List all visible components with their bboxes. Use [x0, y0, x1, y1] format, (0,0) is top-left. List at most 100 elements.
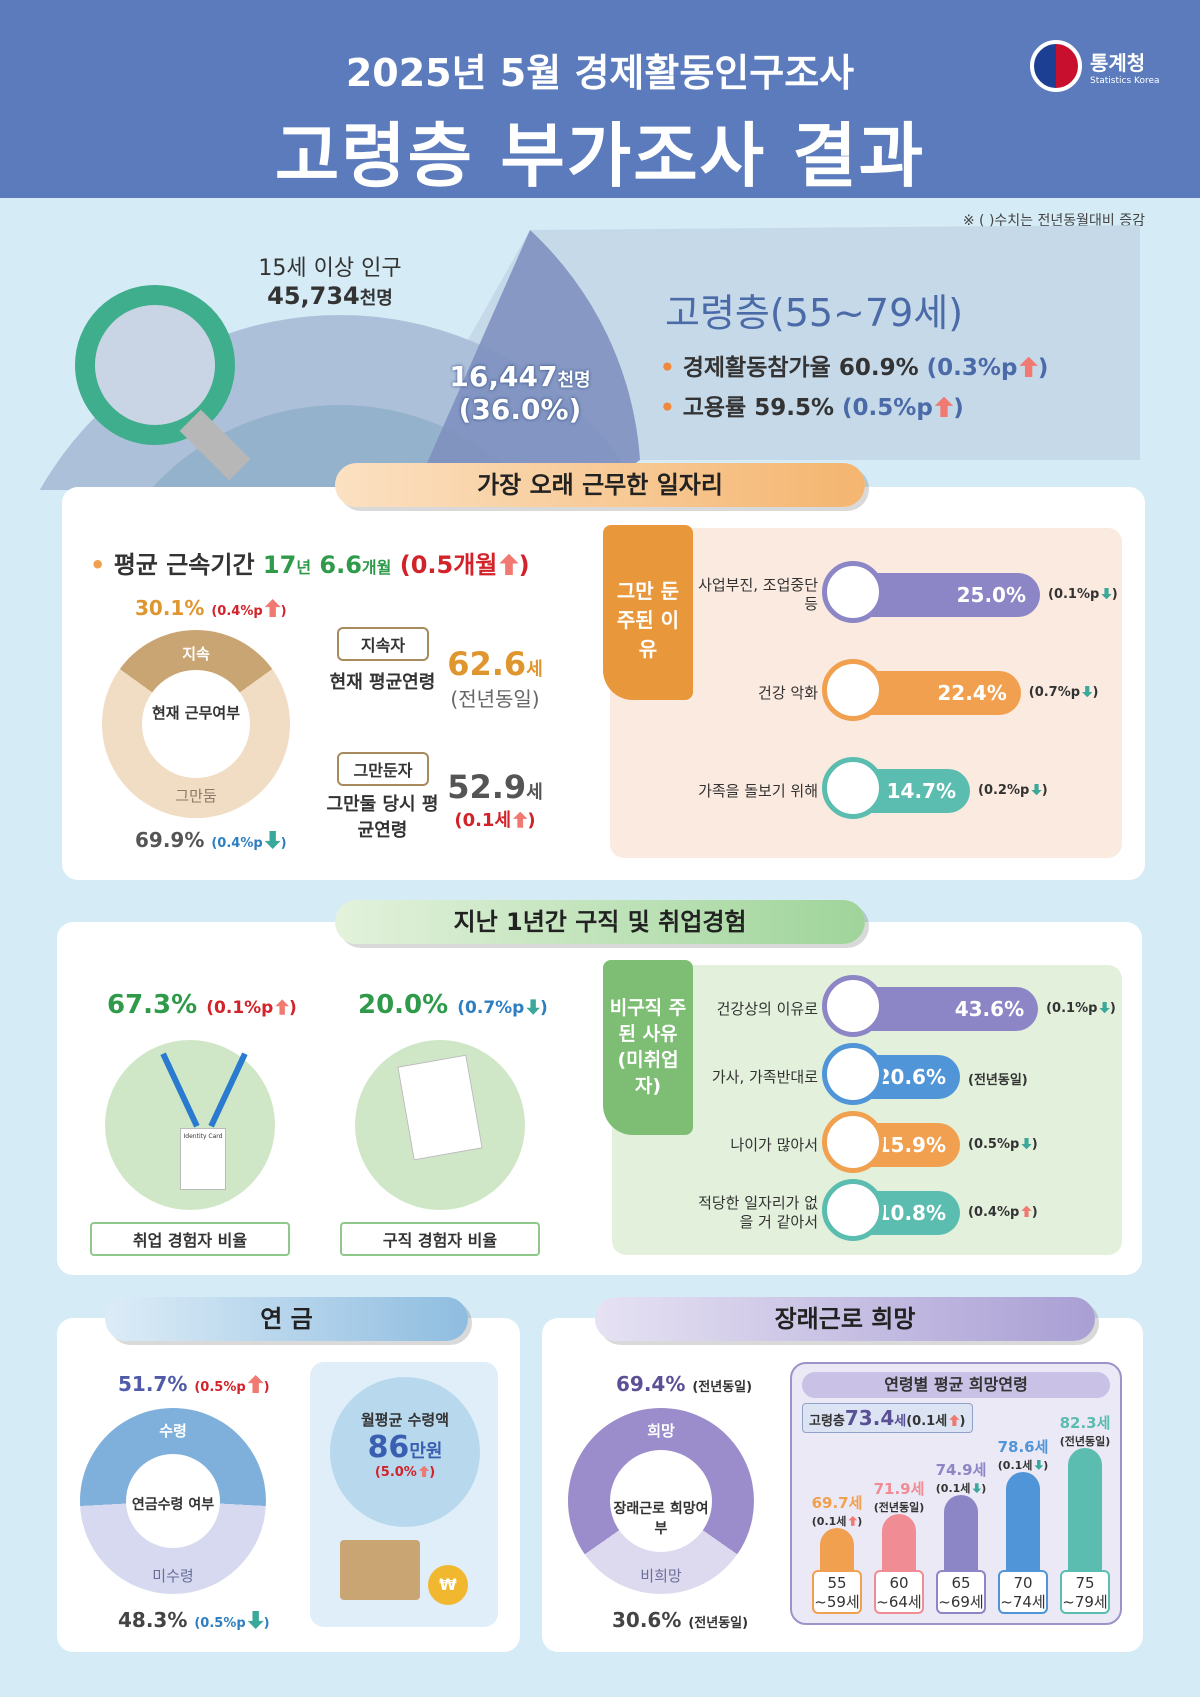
age-bar	[1006, 1471, 1040, 1570]
age-value: 69.7세 (0.1세)	[811, 1493, 863, 1528]
section-title-longest-job: 가장 오래 근무한 일자리	[335, 463, 865, 507]
patient-icon	[822, 975, 884, 1037]
reason-change: (0.4%p)	[968, 1205, 1038, 1220]
elderly-population: 16,447천명 (36.0%)	[449, 360, 591, 426]
up-arrow-icon	[848, 1515, 858, 1526]
badge-continuing: 지속자	[337, 627, 429, 661]
age-bar	[882, 1513, 916, 1570]
quit-reasons-title: 그만 둔 주된 이유	[603, 525, 693, 700]
no-hope-pct: 30.6% (전년동일)	[612, 1608, 749, 1632]
reason-bar: 25.0%	[855, 573, 1040, 617]
reason-change: (0.1%p)	[1046, 1001, 1116, 1016]
age-group-label: 70 ~74세	[998, 1570, 1048, 1614]
employed-label: 취업 경험자 비율	[90, 1222, 290, 1256]
logo: 통계청 Statistics Korea	[1030, 40, 1160, 92]
elderly-indicators: • 경제활동참가율 60.9% (0.3%p) • 고용률 59.5% (0.5…	[660, 348, 1048, 428]
logo-emblem-icon	[1030, 40, 1082, 92]
age-group-label: 75 ~79세	[1060, 1570, 1110, 1614]
donut-center-label: 현재 근무여부	[142, 670, 250, 778]
age-group-label: 55 ~59세	[812, 1570, 862, 1614]
continue-pct: 30.1% (0.4%p)	[135, 596, 287, 620]
quit-age: 52.9세 (0.1세)	[447, 768, 543, 831]
id-card-illustration: Identity Card	[105, 1040, 275, 1210]
pension-donut-center: 연금수령 여부	[126, 1454, 220, 1548]
reason-change: (0.7%p)	[1028, 685, 1099, 700]
up-arrow-icon	[499, 553, 519, 576]
section-title-pension: 연 금	[105, 1297, 468, 1341]
searched-pct: 20.0% (0.7%p)	[358, 990, 548, 1020]
elderly-title: 고령층(55~79세)	[665, 291, 964, 335]
header	[0, 0, 1200, 198]
down-arrow-icon	[1101, 587, 1112, 600]
footnote: ※ ( )수치는 전년동월대비 증감	[962, 213, 1145, 229]
header-subtitle: 2025년 5월 경제활동인구조사	[345, 51, 855, 95]
down-arrow-icon	[1034, 1459, 1044, 1470]
future-work-donut-center: 장래근로 희망여부	[610, 1450, 712, 1552]
age-value: 82.3세 (전년동일)	[1059, 1414, 1111, 1449]
pension-receive-pct: 51.7% (0.5%p)	[118, 1372, 270, 1396]
searched-label: 구직 경험자 비율	[340, 1222, 540, 1256]
resume-illustration	[355, 1040, 525, 1210]
population-label: 15세 이상 인구	[258, 256, 402, 281]
reason-change: (0.1%p)	[1048, 587, 1118, 602]
down-arrow-icon	[972, 1483, 982, 1494]
sweater-icon	[822, 1043, 884, 1105]
monthly-pension: 월평균 수령액 86만원 (5.0%)	[330, 1377, 480, 1527]
reason-change: (전년동일)	[968, 1073, 1028, 1088]
donut-label-quit: 그만둠	[175, 787, 217, 805]
down-arrow-icon	[1031, 783, 1042, 796]
tenure-summary: • 평균 근속기간 17년 6.6개월 (0.5개월)	[90, 551, 530, 579]
badge-quit: 그만둔자	[337, 752, 429, 786]
employed-pct: 67.3% (0.1%p)	[107, 990, 297, 1020]
age-value: 71.9세 (전년동일)	[873, 1479, 925, 1514]
overall-desired-age: 고령층73.4세(0.1세)	[802, 1403, 973, 1433]
population-arc-graphic	[39, 225, 1140, 490]
age-value: 74.9세 (0.1세)	[935, 1461, 987, 1496]
up-arrow-icon	[1021, 1205, 1032, 1218]
population-value: 45,734천명	[267, 282, 393, 310]
reason-change: (0.2%p)	[978, 783, 1048, 798]
up-arrow-icon	[934, 396, 954, 418]
down-arrow-icon	[1099, 1001, 1110, 1014]
donut-label-no-hope: 비희망	[640, 1567, 682, 1585]
donut-label-not-receive: 미수령	[152, 1567, 194, 1585]
non-search-reasons-title: 비구직 주된 사유 (미취업자)	[603, 960, 693, 1135]
logo-en: Statistics Korea	[1090, 75, 1160, 86]
age-bar	[944, 1495, 978, 1570]
injured-person-icon	[822, 659, 884, 721]
reason-change: (0.5%p)	[968, 1137, 1038, 1152]
continuing-age: 62.6세 (전년동일)	[447, 645, 543, 711]
continuing-label: 현재 평균연령	[329, 672, 436, 693]
reason-bar: 43.6%	[855, 987, 1039, 1031]
down-arrow-icon	[1021, 1137, 1032, 1150]
age-bar	[820, 1527, 854, 1570]
reason-label: 사업부진, 조업중단 등	[698, 576, 818, 613]
up-arrow-icon	[1019, 356, 1038, 378]
quit-pct: 69.9% (0.4%p)	[135, 828, 287, 852]
caregiver-icon	[822, 757, 884, 819]
section-title-job-search: 지난 1년간 구직 및 취업경험	[335, 900, 865, 944]
section-title-future-work: 장래근로 희망	[595, 1297, 1095, 1341]
age-group-label: 65 ~69세	[936, 1570, 986, 1614]
reason-label: 건강 악화	[758, 683, 818, 702]
donut-label-continue: 지속	[182, 645, 210, 663]
logo-name: 통계청	[1090, 50, 1146, 75]
chart-decline-icon	[822, 561, 884, 623]
age-panel-title: 연령별 평균 희망연령	[802, 1372, 1110, 1398]
donut-label-hope: 희망	[647, 1422, 675, 1440]
won-coin-icon: ₩	[428, 1565, 468, 1605]
hope-pct: 69.4% (전년동일)	[616, 1372, 753, 1396]
age-value: 78.6세 (0.1세)	[997, 1437, 1049, 1472]
elderly-couple-icon	[822, 1111, 884, 1173]
reason-label: 가사, 가족반대로	[711, 1067, 818, 1086]
reason-label: 적당한 일자리가 없을 거 같아서	[698, 1194, 818, 1231]
donut-label-receive: 수령	[159, 1422, 187, 1440]
pension-not-pct: 48.3% (0.5%p)	[118, 1608, 270, 1632]
reason-label: 가족을 돌보기 위해	[698, 781, 818, 800]
indicator-employment: • 고용률 59.5% (0.5%p)	[660, 395, 964, 421]
magnifier-icon	[75, 285, 251, 481]
money-box-icon	[340, 1540, 420, 1600]
age-bar	[1068, 1448, 1102, 1570]
reason-label: 건강상의 이유로	[716, 999, 818, 1018]
page-title: 고령층 부가조사 결과	[274, 115, 926, 197]
